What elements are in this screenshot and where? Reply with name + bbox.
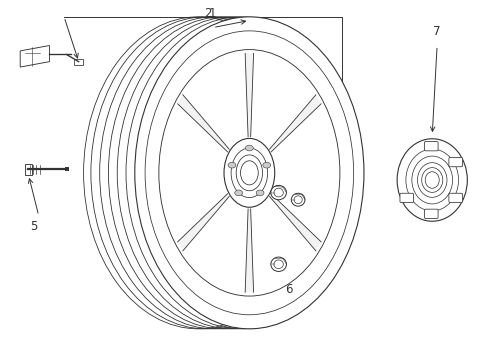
Text: 1: 1 (209, 7, 216, 20)
Polygon shape (244, 53, 253, 137)
Polygon shape (269, 194, 321, 251)
Circle shape (245, 145, 253, 151)
Ellipse shape (159, 50, 339, 296)
Ellipse shape (396, 139, 467, 221)
FancyBboxPatch shape (424, 141, 437, 151)
Text: 2: 2 (204, 7, 211, 20)
Ellipse shape (291, 193, 305, 206)
FancyBboxPatch shape (448, 193, 462, 203)
Text: 3: 3 (289, 141, 296, 154)
Text: 4: 4 (306, 147, 313, 159)
Circle shape (263, 162, 270, 168)
Ellipse shape (224, 138, 274, 207)
Polygon shape (244, 209, 253, 292)
Ellipse shape (270, 185, 286, 200)
Polygon shape (177, 194, 229, 251)
Polygon shape (177, 95, 229, 152)
FancyBboxPatch shape (424, 209, 437, 219)
Circle shape (227, 162, 235, 168)
FancyBboxPatch shape (448, 157, 462, 167)
Text: 7: 7 (432, 25, 440, 38)
Circle shape (234, 190, 242, 196)
Circle shape (256, 190, 264, 196)
Ellipse shape (135, 17, 363, 329)
Text: 6: 6 (284, 283, 291, 296)
Polygon shape (269, 95, 321, 152)
Ellipse shape (270, 257, 286, 271)
Text: 5: 5 (30, 220, 38, 233)
FancyBboxPatch shape (399, 193, 413, 203)
